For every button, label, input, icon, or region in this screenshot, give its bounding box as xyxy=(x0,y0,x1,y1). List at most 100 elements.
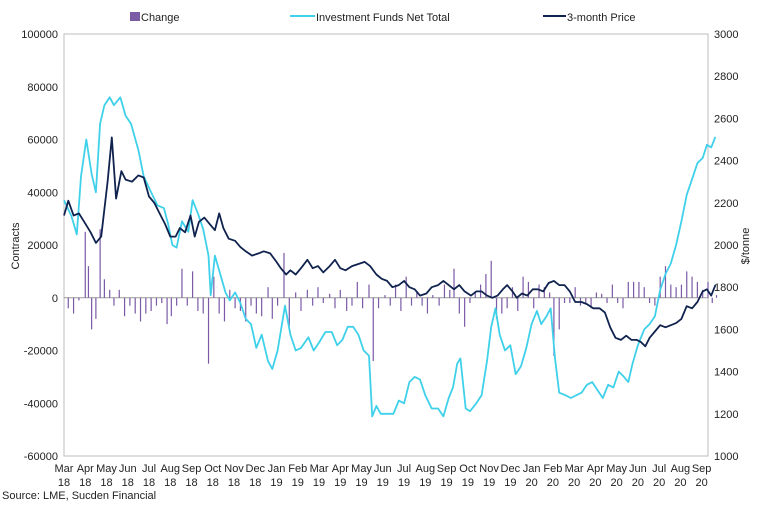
change-bar xyxy=(606,297,608,304)
change-bar xyxy=(155,297,158,306)
change-bar xyxy=(449,289,451,298)
change-bar xyxy=(322,297,324,304)
change-bar xyxy=(384,295,386,298)
change-bar xyxy=(638,281,640,298)
change-bar xyxy=(334,297,336,309)
y-right-tick-label: 2400 xyxy=(714,156,738,168)
change-bar xyxy=(181,268,183,298)
change-bar xyxy=(421,297,423,306)
y-left-tick-label: 40000 xyxy=(27,187,58,199)
x-tick-month: May xyxy=(606,463,627,475)
y-left-tick-label: 60000 xyxy=(27,135,58,147)
series-lines xyxy=(63,96,717,418)
x-tick-month: Jun xyxy=(374,463,392,475)
y-left-tick-label: 100000 xyxy=(21,29,58,41)
y-axis-left-title: Contracts xyxy=(10,222,22,270)
x-tick-year: 18 xyxy=(122,477,134,489)
y-right-tick-label: 2000 xyxy=(714,240,738,252)
change-bar xyxy=(300,297,302,311)
x-tick-year: 20 xyxy=(674,477,686,489)
change-bar xyxy=(453,268,455,298)
change-bar xyxy=(123,297,126,317)
x-tick-month: Nov xyxy=(479,463,499,475)
y-right-tick-label: 1400 xyxy=(714,367,738,379)
y-left-tick-label: -40000 xyxy=(24,398,58,410)
change-bar xyxy=(627,281,629,298)
change-bar xyxy=(400,297,402,311)
change-bar xyxy=(329,293,331,298)
change-bar xyxy=(574,287,576,298)
change-bar xyxy=(250,297,252,306)
x-tick-year: 18 xyxy=(79,477,91,489)
x-tick-year: 19 xyxy=(483,477,495,489)
x-tick-year: 18 xyxy=(228,477,240,489)
funds-net-line xyxy=(63,96,717,418)
change-bar xyxy=(150,297,152,311)
change-bar xyxy=(432,295,434,298)
x-tick-year: 20 xyxy=(610,477,622,489)
change-bar xyxy=(617,297,619,304)
change-bar xyxy=(312,297,314,306)
change-bar xyxy=(458,297,460,314)
x-tick-month: Oct xyxy=(459,463,476,475)
change-bar xyxy=(283,252,285,298)
change-bar xyxy=(680,284,683,298)
legend-swatch-change xyxy=(130,12,140,21)
change-bar xyxy=(78,297,80,301)
change-bar xyxy=(351,297,353,306)
x-tick-year: 19 xyxy=(377,477,389,489)
change-bar xyxy=(166,297,168,325)
x-tick-month: May xyxy=(96,463,117,475)
legend: Change Investment Funds Net Total 3-mont… xyxy=(130,12,635,24)
x-tick-year: 18 xyxy=(58,477,70,489)
x-tick-month: Aug xyxy=(416,463,436,475)
x-tick-year: 18 xyxy=(100,477,112,489)
legend-label-price: 3-month Price xyxy=(567,12,635,24)
y-right-tick-label: 1200 xyxy=(714,409,738,421)
change-bar xyxy=(339,289,341,298)
change-bar xyxy=(416,292,418,298)
change-bar xyxy=(443,284,446,298)
source-note: Source: LME, Sucden Financial xyxy=(2,490,157,502)
y-left-tick-label: 80000 xyxy=(27,82,58,94)
change-bar xyxy=(223,297,226,322)
plot-border xyxy=(63,33,709,457)
x-tick-month: Nov xyxy=(224,463,244,475)
price-line xyxy=(63,136,717,348)
change-bar xyxy=(664,266,667,298)
change-bar xyxy=(377,297,380,309)
x-tick-year: 19 xyxy=(313,477,325,489)
change-bar xyxy=(67,297,69,309)
y-left-tick-label: 20000 xyxy=(27,240,58,252)
y-axis-left-ticks: 100000 80000 60000 40000 20000 0 -20000 -40000 -… xyxy=(21,29,58,463)
change-bar xyxy=(139,297,142,322)
y-right-tick-label: 1000 xyxy=(714,451,738,463)
change-bar xyxy=(691,276,693,298)
plot-area xyxy=(63,33,709,457)
x-tick-year: 18 xyxy=(207,477,219,489)
legend-label-change: Change xyxy=(141,12,180,24)
legend-label-funds: Investment Funds Net Total xyxy=(316,12,450,24)
y-left-tick-label: 0 xyxy=(52,293,58,305)
change-bar xyxy=(356,281,358,298)
change-bar xyxy=(696,281,698,298)
y-axis-right-title: $/tonne xyxy=(740,228,752,265)
change-bar xyxy=(654,297,656,306)
change-bar xyxy=(595,292,598,298)
x-tick-year: 19 xyxy=(334,477,346,489)
y-right-tick-label: 2600 xyxy=(714,113,738,125)
change-bar xyxy=(558,297,560,330)
change-bar xyxy=(118,289,120,298)
x-tick-year: 20 xyxy=(568,477,580,489)
x-tick-year: 19 xyxy=(355,477,367,489)
change-bar xyxy=(84,231,86,298)
change-bar xyxy=(255,297,257,314)
x-tick-month: Apr xyxy=(77,463,94,475)
x-tick-year: 19 xyxy=(398,477,410,489)
change-bar xyxy=(295,292,297,298)
x-tick-month: Mar xyxy=(310,463,329,475)
change-bar xyxy=(495,297,498,319)
change-bar xyxy=(202,297,204,314)
change-bar xyxy=(186,297,188,306)
x-tick-month: Sep xyxy=(692,463,712,475)
